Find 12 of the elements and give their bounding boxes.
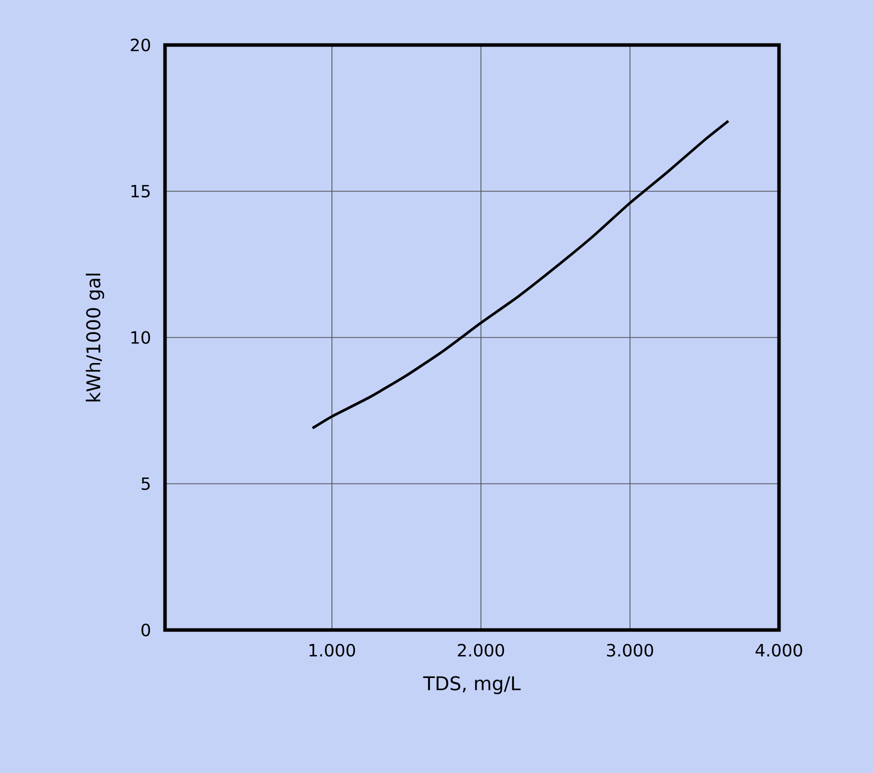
y-axis-title: kWh/1000 gal (86, 274, 104, 402)
x-tick-label: 1.000 (310, 644, 356, 657)
x-tick-label: 4.000 (756, 644, 802, 657)
y-tick-label: 20 (130, 38, 150, 52)
y-tick-label: 5 (142, 477, 150, 490)
line-series (311, 120, 730, 430)
x-axis-title: TDS, mg/L (423, 676, 521, 694)
x-tick-label: 3.000 (607, 644, 654, 657)
y-tick-label: 10 (131, 331, 150, 344)
y-tick-label: 0 (142, 624, 150, 636)
x-tick-label: 2.000 (458, 644, 504, 657)
y-tick-label: 15 (131, 184, 150, 198)
